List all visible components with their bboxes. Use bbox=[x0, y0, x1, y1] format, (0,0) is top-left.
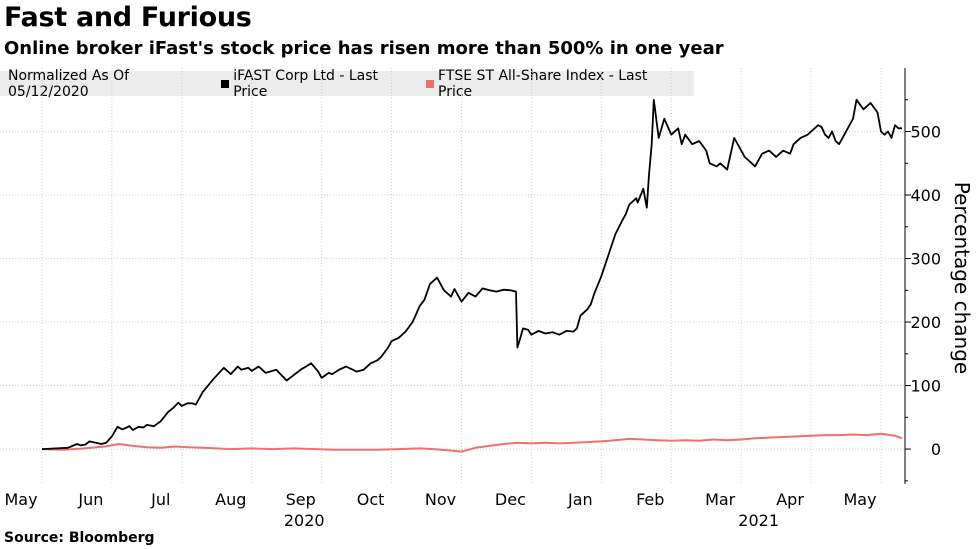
x-tick-label: Jun bbox=[77, 490, 103, 509]
y-tick-label: 100 bbox=[910, 377, 941, 396]
y-tick-label: 400 bbox=[910, 186, 941, 205]
chart-subtitle: Online broker iFast's stock price has ri… bbox=[4, 38, 724, 59]
legend-item-ifast-label: iFAST Corp Ltd - Last Price bbox=[233, 67, 379, 100]
legend-bar: Normalized As Of 05/12/2020 iFAST Corp L… bbox=[0, 68, 694, 100]
y-tick-label: 500 bbox=[910, 123, 941, 142]
x-tick-label: Feb bbox=[636, 490, 664, 509]
source-note: Source: Bloomberg bbox=[4, 530, 155, 546]
x-tick-label: Apr bbox=[776, 490, 804, 509]
y-tick-label: 200 bbox=[910, 313, 941, 332]
y-tick-label: 300 bbox=[910, 250, 941, 269]
x-year-label: 2021 bbox=[738, 511, 779, 530]
x-tick-label: Sep bbox=[286, 490, 316, 509]
y-tick-label: 0 bbox=[931, 440, 941, 459]
x-tick-label: Dec bbox=[495, 490, 526, 509]
x-tick-label: Nov bbox=[425, 490, 456, 509]
series-line-ifast bbox=[41, 98, 902, 450]
series-line-ftse bbox=[41, 432, 903, 453]
legend-item-ifast: iFAST Corp Ltd - Last Price bbox=[221, 68, 412, 100]
x-tick-label: May bbox=[843, 490, 876, 509]
x-tick-label: Jul bbox=[150, 490, 170, 509]
legend-normalized-label: Normalized As Of 05/12/2020 bbox=[8, 67, 130, 100]
legend-item-ftse: FTSE ST All-Share Index - Last Price bbox=[426, 68, 680, 100]
x-tick-label: May bbox=[4, 490, 37, 509]
legend-swatch-ifast bbox=[221, 79, 230, 88]
chart-title: Fast and Furious bbox=[4, 2, 252, 33]
x-tick-label: Mar bbox=[705, 490, 736, 509]
x-tick-label: Aug bbox=[215, 490, 246, 509]
legend-swatch-ftse bbox=[426, 79, 435, 88]
y-axis-title: Percentage change bbox=[950, 182, 974, 374]
x-tick-label: Jan bbox=[567, 490, 593, 509]
x-year-label: 2020 bbox=[284, 511, 325, 530]
legend-item-ftse-label: FTSE ST All-Share Index - Last Price bbox=[438, 67, 648, 100]
x-tick-label: Oct bbox=[357, 490, 385, 509]
